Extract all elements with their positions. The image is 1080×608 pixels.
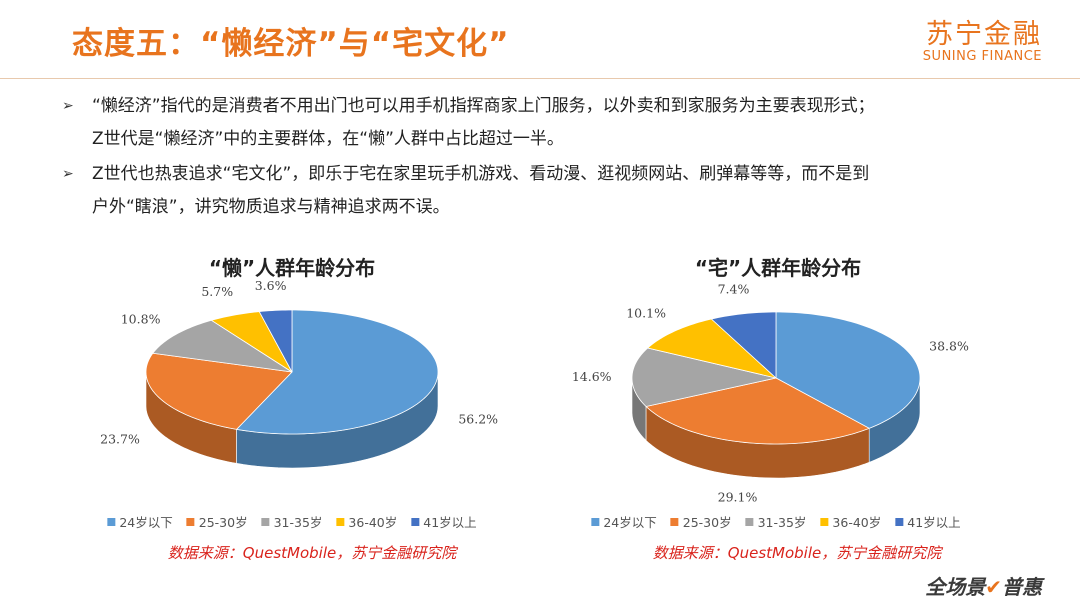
legend-label: 41岁以上 xyxy=(907,515,961,530)
legend-label: 31-35岁 xyxy=(757,515,807,530)
data-source-note: 数据来源：QuestMobile，苏宁金融研究院 xyxy=(167,544,457,562)
legend-swatch xyxy=(411,517,420,526)
legend-item: 31-35岁 xyxy=(261,512,323,531)
legend-swatch xyxy=(107,517,116,526)
arrow-bullet-icon: ➢ xyxy=(62,98,74,114)
legend-label: 24岁以下 xyxy=(119,515,173,530)
legend-swatch xyxy=(895,517,904,526)
legend-swatch xyxy=(261,517,270,526)
chart-title: “宅”人群年龄分布 xyxy=(694,256,862,280)
header: 态度五：“懒经济”与“宅文化” 苏宁金融 SUNING FINANCE xyxy=(0,0,1080,80)
legend-item: 41岁以上 xyxy=(411,512,477,531)
legend-swatch xyxy=(745,517,754,526)
bullet-item: ➢ Z世代也热衷追求“宅文化”，即乐于宅在家里玩手机游戏、看动漫、逛视频网站、刷… xyxy=(62,158,1022,224)
pie-slice-36-40岁 xyxy=(210,311,293,373)
arrow-bullet-icon: ➢ xyxy=(62,166,74,182)
logo-subtext: SUNING FINANCE xyxy=(922,49,1042,64)
data-label: 14.6% xyxy=(572,369,612,384)
legend-label: 25-30岁 xyxy=(682,515,732,530)
legend-label: 36-40岁 xyxy=(832,515,882,530)
legend-swatch xyxy=(670,517,679,526)
legend-item: 36-40岁 xyxy=(820,512,881,531)
footer-brand: 全场景✔普惠 xyxy=(925,571,1042,600)
pie-slice-31-35岁 xyxy=(152,319,293,373)
chart-legend: 24岁以下 25-30岁 31-35岁 36-40岁 41岁以上 xyxy=(107,512,477,531)
data-label: 3.6% xyxy=(255,278,287,293)
legend-label: 24岁以下 xyxy=(603,515,657,530)
legend-swatch xyxy=(186,517,195,526)
pie-slice-25-30岁 xyxy=(145,352,293,430)
data-label: 38.8% xyxy=(929,339,969,354)
legend-item: 41岁以上 xyxy=(895,512,961,531)
data-label: 10.8% xyxy=(121,312,161,327)
legend-swatch xyxy=(591,517,600,526)
data-label: 7.4% xyxy=(718,281,750,296)
pie-slice-24岁以下 xyxy=(235,309,439,435)
legend-swatch xyxy=(820,517,829,526)
chart-legend: 24岁以下 25-30岁 31-35岁 36-40岁 41岁以上 xyxy=(591,512,961,531)
bullet-line: 户外“瞎浪”，讲究物质追求与精神追求两不误。 xyxy=(92,197,450,217)
footer-brand-text: 普惠 xyxy=(1002,575,1042,599)
legend-label: 41岁以上 xyxy=(423,515,477,530)
bullet-line: Z世代是“懒经济”中的主要群体，在“懒”人群中占比超过一半。 xyxy=(92,129,564,149)
footer-brand-text: 全场景 xyxy=(925,575,986,599)
legend-item: 36-40岁 xyxy=(336,512,397,531)
legend-swatch xyxy=(336,517,345,526)
legend-item: 31-35岁 xyxy=(745,512,807,531)
pie-slice-31-35岁 xyxy=(631,347,777,407)
bullet-list: ➢ “懒经济”指代的是消费者不用出门也可以用手机指挥商家上门服务，以外卖和到家服… xyxy=(62,90,1022,224)
bullet-line: Z世代也热衷追求“宅文化”，即乐于宅在家里玩手机游戏、看动漫、逛视频网站、刷弹幕… xyxy=(92,164,870,184)
bullet-line: “懒经济”指代的是消费者不用出门也可以用手机指挥商家上门服务，以外卖和到家服务为… xyxy=(92,96,875,116)
logo-text: 苏宁金融 xyxy=(926,19,1042,50)
data-label: 29.1% xyxy=(718,490,758,505)
legend-item: 25-30岁 xyxy=(186,512,248,531)
chart-title: “懒”人群年龄分布 xyxy=(208,256,376,280)
pie-slice-41岁以上 xyxy=(258,309,293,373)
pie-slice-41岁以上 xyxy=(710,311,777,379)
page-title: 态度五：“懒经济”与“宅文化” xyxy=(72,26,510,62)
data-source-note: 数据来源：QuestMobile，苏宁金融研究院 xyxy=(652,544,942,562)
pie-slice-24岁以下 xyxy=(775,311,921,429)
check-icon: ✔ xyxy=(985,575,1002,599)
header-divider xyxy=(0,78,1080,79)
data-label: 56.2% xyxy=(458,411,498,426)
legend-item: 24岁以下 xyxy=(107,512,173,531)
legend-item: 25-30岁 xyxy=(670,512,732,531)
pie-slice-36-40岁 xyxy=(646,318,778,379)
legend-item: 24岁以下 xyxy=(591,512,657,531)
data-label: 23.7% xyxy=(100,431,140,446)
legend-label: 31-35岁 xyxy=(273,515,323,530)
data-label: 5.7% xyxy=(201,284,233,299)
legend-label: 25-30岁 xyxy=(198,515,248,530)
legend-label: 36-40岁 xyxy=(348,515,398,530)
bullet-item: ➢ “懒经济”指代的是消费者不用出门也可以用手机指挥商家上门服务，以外卖和到家服… xyxy=(62,90,1022,156)
data-label: 10.1% xyxy=(626,305,666,320)
